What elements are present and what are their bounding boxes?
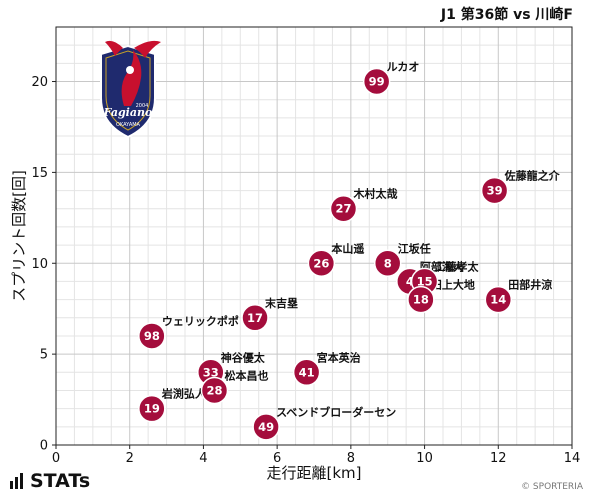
player-marker xyxy=(307,249,336,278)
player-number-label: 99 xyxy=(369,75,385,89)
player-number-label: 33 xyxy=(203,365,219,379)
x-tick-label: 6 xyxy=(273,451,281,466)
player-name-label: 佐藤龍之介 xyxy=(504,169,561,183)
x-tick-label: 8 xyxy=(347,451,355,466)
player-number-label: 15 xyxy=(417,274,433,288)
player-name-label: 神谷優太 xyxy=(221,350,266,364)
x-tick-label: 2 xyxy=(126,451,134,466)
player-marker xyxy=(252,413,280,441)
player-data-point: 98 xyxy=(138,322,166,350)
y-tick-label: 15 xyxy=(31,166,48,181)
x-tick-label: 12 xyxy=(490,451,507,466)
logo-city-text: OKAYAMA xyxy=(116,122,141,128)
x-tick-label: 14 xyxy=(564,451,581,466)
player-marker xyxy=(329,194,358,223)
player-marker xyxy=(138,322,166,350)
player-number-label: 41 xyxy=(299,365,315,379)
player-name-label: 宮本英治 xyxy=(317,350,361,364)
player-data-point: 18 xyxy=(407,285,435,314)
player-name-label: 末吉塁 xyxy=(264,296,298,310)
player-number-label: 98 xyxy=(144,329,160,343)
player-number-label: 8 xyxy=(384,256,392,270)
player-name-label: 田部井涼 xyxy=(508,278,552,292)
player-marker xyxy=(484,285,513,314)
player-data-point: 26 xyxy=(307,249,336,278)
player-number-label: 17 xyxy=(247,311,263,325)
stats-bars-icon xyxy=(10,473,25,489)
player-number-label: 28 xyxy=(206,383,222,397)
y-tick-label: 10 xyxy=(31,257,48,272)
player-data-point: 99 xyxy=(362,67,391,96)
x-tick-label: 4 xyxy=(199,451,207,466)
copyright-text: © SPORTERIA xyxy=(521,482,583,492)
player-data-point: 28 xyxy=(200,376,229,405)
player-data-point: 41 xyxy=(292,358,321,387)
stats-logo: STATs xyxy=(10,470,90,492)
player-name-label: ルカオ xyxy=(387,61,420,74)
player-name-label: 木村太哉 xyxy=(352,187,397,201)
player-number-label: 26 xyxy=(313,256,329,270)
y-tick-label: 20 xyxy=(31,75,48,90)
player-data-point: 14 xyxy=(484,285,513,314)
stats-logo-text: STATs xyxy=(30,470,91,492)
player-number-label: 14 xyxy=(490,293,506,307)
player-marker xyxy=(200,376,229,405)
x-tick-label: 10 xyxy=(416,451,433,466)
player-marker xyxy=(480,176,509,205)
x-axis-ticks: 0 2 4 6 8 10 12 14 xyxy=(52,445,580,466)
chart-header-title: J1 第36節 vs 川崎F xyxy=(440,7,573,23)
player-number-label: 19 xyxy=(144,402,160,416)
player-marker xyxy=(407,285,435,314)
team-crest-logo: Fagiano 2004 OKAYAMA xyxy=(100,40,161,139)
player-number-label: 27 xyxy=(335,202,351,216)
player-data-point: 39 xyxy=(480,176,509,205)
player-marker xyxy=(138,394,166,423)
player-name-label: 江坂任 xyxy=(398,241,431,255)
y-tick-label: 5 xyxy=(40,348,48,363)
player-marker xyxy=(241,304,269,332)
player-name-label: ウェリックポポ xyxy=(162,314,239,328)
player-marker xyxy=(362,67,391,96)
player-name-label: 松本昌也 xyxy=(224,368,268,382)
logo-year-text: 2004 xyxy=(136,103,149,109)
y-axis-title: スプリント回数[回] xyxy=(10,170,28,302)
player-marker xyxy=(373,249,402,278)
logo-team-text: Fagiano xyxy=(103,106,153,119)
player-name-label: 本山遥 xyxy=(331,241,364,255)
player-name-label: スベンドブローダーセン xyxy=(276,405,396,419)
player-data-point: 17 xyxy=(241,304,269,332)
player-name-label: 岩渕弘人 xyxy=(161,387,207,401)
y-axis-ticks: 0 5 10 15 20 xyxy=(31,75,56,454)
player-number-label: 49 xyxy=(258,420,274,434)
player-name-label: 工藤孝太 xyxy=(435,259,480,273)
player-marker xyxy=(292,358,321,387)
y-tick-label: 0 xyxy=(40,439,48,454)
plot-area-frame xyxy=(55,26,573,446)
x-axis-title: 走行距離[km] xyxy=(266,464,361,482)
player-data-point: 49 xyxy=(252,413,280,441)
player-data-point: 27 xyxy=(329,194,358,223)
player-number-label: 18 xyxy=(413,293,429,307)
player-data-point: 8 xyxy=(373,249,402,278)
player-number-label: 4 xyxy=(406,274,414,288)
x-tick-label: 0 xyxy=(52,451,60,466)
player-number-label: 39 xyxy=(487,184,503,198)
player-name-label: 田上大地 xyxy=(431,278,475,292)
player-data-point: 19 xyxy=(138,394,166,423)
